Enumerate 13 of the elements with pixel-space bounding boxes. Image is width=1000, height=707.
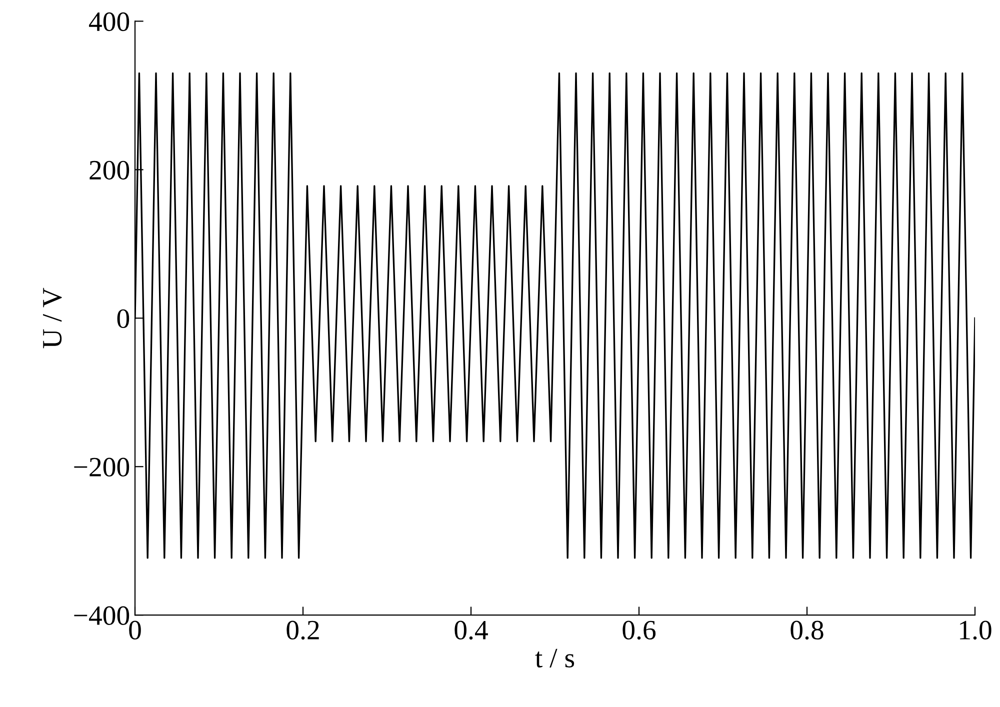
x-axis-title: t / s (535, 648, 574, 668)
x-tick-label: 0.4 (454, 620, 488, 640)
y-tick-label: 0 (117, 309, 130, 328)
y-tick-label: 200 (90, 160, 130, 180)
x-tick-label: 1.0 (960, 620, 992, 640)
y-tick-label: −400 (74, 606, 130, 625)
x-tick-label: 0.8 (790, 620, 824, 640)
y-tick-label: 400 (89, 12, 130, 32)
x-tick-label: 0.2 (286, 620, 319, 640)
x-tick-label: 0.6 (622, 620, 656, 640)
y-axis-title: U / V (43, 288, 62, 348)
y-tick-label: −200 (74, 458, 130, 477)
x-tick-label: 0 (129, 620, 141, 640)
